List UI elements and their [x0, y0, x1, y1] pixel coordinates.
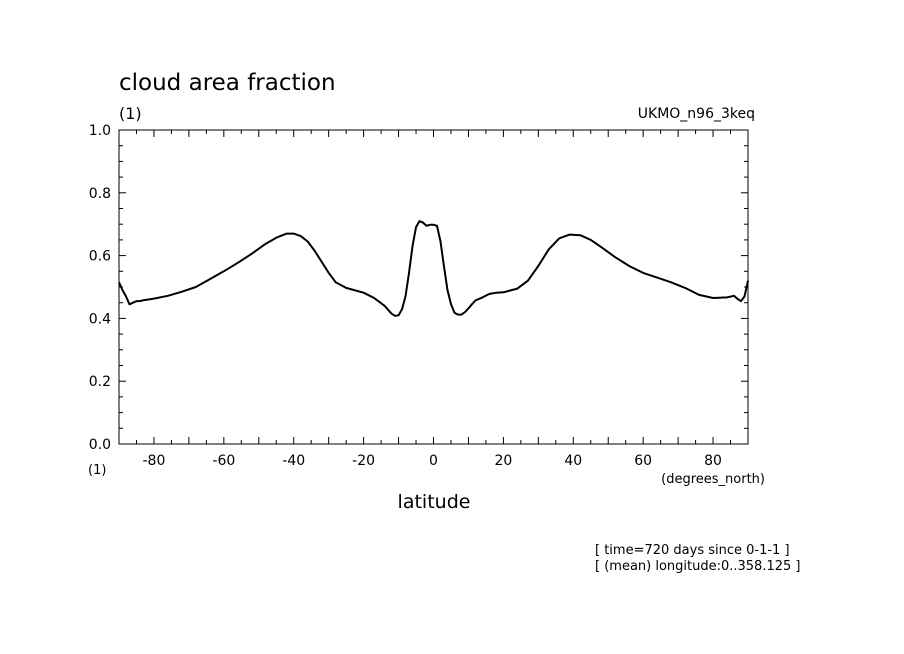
chart-title: cloud area fraction: [119, 70, 336, 96]
y-tick-label: 0.4: [89, 311, 111, 327]
x-tick-label: -20: [352, 453, 375, 469]
y-unit-label: (1): [119, 104, 142, 123]
x-units-label: (degrees_north): [661, 472, 765, 487]
x-tick-label: -80: [143, 453, 166, 469]
y-tick-label: 0.2: [89, 374, 111, 390]
y-tick-label: 0.6: [89, 249, 111, 265]
y-axis: 0.0 0.2 0.4 0.6 0.8 1.0: [89, 123, 748, 453]
x-axis-label: latitude: [398, 491, 471, 513]
longitude-annotation: [ (mean) longitude:0..358.125 ]: [595, 559, 800, 574]
series-line-0: [118, 220, 749, 317]
y-tick-label: 0.8: [89, 186, 111, 202]
time-annotation: [ time=720 days since 0-1-1 ]: [595, 543, 790, 558]
x-tick-label: 60: [634, 453, 652, 469]
x-tick-label: 80: [704, 453, 722, 469]
dataset-label: UKMO_n96_3keq: [638, 106, 755, 122]
x-axis: -80 -60 -40 -20 0 20 40 60 80: [118, 130, 749, 469]
y-tick-label: 0.0: [89, 437, 111, 453]
x-tick-label: 20: [494, 453, 512, 469]
x-tick-label: 0: [429, 453, 438, 469]
x-tick-label: 40: [564, 453, 582, 469]
series-layer: [118, 220, 749, 317]
x-tick-label: -60: [212, 453, 235, 469]
y-tick-label: 1.0: [89, 123, 111, 139]
x-unit-left-label: (1): [88, 463, 106, 478]
x-tick-label: -40: [282, 453, 305, 469]
